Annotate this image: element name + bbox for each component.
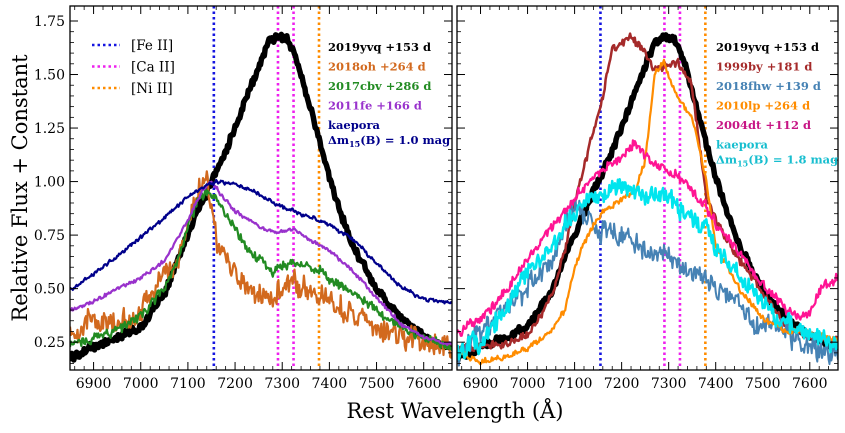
annotation-left-0-0: 2019yvq +153 d [328,40,431,54]
legend-label-ni-ii: [Ni II] [131,81,173,97]
annotation-right-0-0: 2019yvq +153 d [716,40,819,54]
x-tick-label: 7300 [651,376,687,392]
right-annotations: 2019yvq +153 d 1999by +181 d 2018fhw +139 … [716,40,838,169]
annotation-right-5-0: kaepora [716,138,769,152]
y-axis-title: Relative Flux + Constant [8,54,32,322]
annotation-right-4-0: 2004dt +112 d [716,118,811,132]
right-series-group [457,32,838,367]
x-tick-label: 6900 [76,376,112,392]
x-tick-label: 7300 [264,376,300,392]
series-2018oh-264-d [70,170,452,359]
annotation-right-2-0: 2018fhw +139 d [716,79,821,93]
annotation-left-4-1: Δm15(B) = 1.0 mag [328,133,450,149]
x-tick-label: 7400 [698,376,734,392]
legend: [Fe II] [Ca II] [Ni II] [92,38,175,97]
x-tick-label: 7500 [359,376,395,392]
annotation-left-3-0: 2011fe +166 d [328,99,422,113]
series-kaepora [70,178,452,305]
x-tick-label: 7000 [123,376,159,392]
y-tick-label: 1.25 [34,121,65,137]
y-tick-label: 0.50 [34,282,65,298]
y-tick-label: 1.50 [34,68,65,84]
x-tick-label: 7400 [312,376,348,392]
legend-label-ca-ii: [Ca II] [131,60,175,76]
annotation-left-2-0: 2017cbv +286 d [328,79,431,93]
x-tick-label: 7500 [745,376,781,392]
left-panel: 6900 7000 7100 7200 7300 7400 7500 7600 0.25 0.50… [34,5,453,392]
left-annotations: 2019yvq +153 d 2018oh +264 d 2017cbv +286 … [328,40,450,149]
y-tick-label: 0.25 [34,335,65,351]
series-2017cbv-286-d [70,188,452,351]
right-ticks: 6900 7000 7100 7200 7300 7400 7500 7600 [457,6,839,392]
x-tick-label: 7100 [170,376,206,392]
x-tick-label: 7100 [557,376,593,392]
legend-label-fe-ii: [Fe II] [131,38,173,54]
x-tick-label: 7600 [406,376,442,392]
left-line-markers [212,6,321,370]
x-tick-label: 7200 [604,376,640,392]
left-ticks: 6900 7000 7100 7200 7300 7400 7500 7600 0.25 0.50… [34,6,453,392]
right-plot-frame [456,5,839,371]
x-tick-label: 6900 [463,376,499,392]
x-tick-label: 7600 [792,376,828,392]
series-kaepora [457,178,838,361]
series-2019yvq-153-d [70,31,452,363]
left-series-group [70,31,452,363]
y-tick-label: 1.75 [34,14,65,30]
series-2011fe-166-d [70,180,452,347]
left-plot-frame [69,5,453,371]
annotation-left-1-0: 2018oh +264 d [328,60,426,74]
x-tick-label: 7200 [217,376,253,392]
annotation-right-3-0: 2010lp +264 d [716,99,810,113]
y-tick-label: 1.00 [34,175,65,191]
y-tick-label: 0.75 [34,228,65,244]
right-panel: 6900 7000 7100 7200 7300 7400 7500 7600 2019yvq… [456,5,839,392]
annotation-left-4-0: kaepora [328,118,381,132]
x-tick-label: 7000 [510,376,546,392]
series-2004dt-112-d [457,139,838,337]
x-axis-title: Rest Wavelength (Å) [346,398,563,423]
annotation-right-1-0: 1999by +181 d [716,60,812,74]
annotation-right-5-1: Δm15(B) = 1.8 mag [716,153,838,169]
